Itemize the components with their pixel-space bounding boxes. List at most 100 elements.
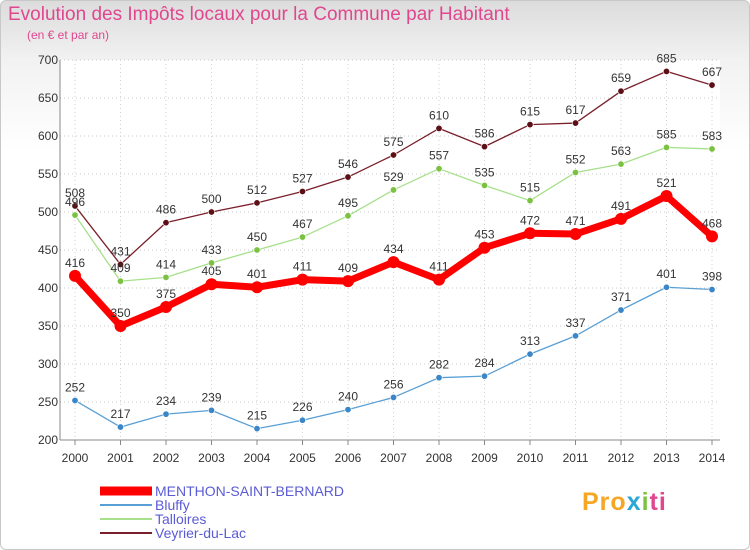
data-point-menthon-saint-bernard (569, 228, 582, 241)
data-point-veyrier-du-lac (162, 219, 170, 227)
data-point-veyrier-du-lac (71, 202, 79, 210)
data-label-veyrier-du-lac: 431 (110, 244, 130, 258)
data-label-bluffy: 226 (292, 400, 312, 414)
y-tick-label: 400 (38, 281, 58, 295)
x-tick-label: 2013 (653, 451, 680, 465)
data-label-bluffy: 284 (474, 356, 494, 370)
data-point-talloires (708, 145, 716, 153)
data-point-bluffy (117, 423, 125, 431)
data-point-talloires (253, 246, 261, 254)
data-point-menthon-saint-bernard (387, 256, 400, 269)
data-point-bluffy (571, 332, 579, 340)
data-point-bluffy (662, 283, 670, 291)
y-tick-label: 300 (38, 357, 58, 371)
data-label-menthon-saint-bernard: 521 (656, 176, 676, 190)
data-label-menthon-saint-bernard: 375 (156, 287, 176, 301)
data-label-bluffy: 398 (702, 270, 722, 284)
data-point-menthon-saint-bernard (69, 269, 81, 282)
legend-label-talloires: Talloires (155, 511, 207, 527)
data-label-talloires: 467 (292, 217, 312, 231)
legend-swatch-menthon (100, 486, 152, 496)
data-label-talloires: 515 (520, 181, 540, 195)
x-tick-label: 2005 (289, 451, 316, 465)
legend-label-veyrier: Veyrier-du-Lac (155, 525, 247, 541)
data-point-veyrier-du-lac (526, 121, 534, 129)
data-label-talloires: 529 (383, 170, 403, 184)
data-label-bluffy: 217 (110, 407, 130, 421)
data-label-menthon-saint-bernard: 468 (702, 216, 722, 230)
data-label-menthon-saint-bernard: 405 (201, 264, 221, 278)
data-label-veyrier-du-lac: 575 (383, 135, 403, 149)
data-label-menthon-saint-bernard: 453 (474, 228, 494, 242)
data-point-bluffy (253, 425, 261, 433)
data-label-veyrier-du-lac: 610 (429, 108, 449, 122)
data-label-menthon-saint-bernard: 434 (383, 242, 403, 256)
data-point-menthon-saint-bernard (433, 273, 445, 286)
data-point-bluffy (389, 393, 397, 401)
data-label-veyrier-du-lac: 667 (702, 65, 722, 79)
data-point-veyrier-du-lac (662, 67, 670, 75)
x-tick-label: 2000 (62, 451, 89, 465)
data-label-talloires: 409 (110, 261, 130, 275)
data-point-talloires (162, 273, 170, 281)
x-tick-label: 2004 (244, 451, 271, 465)
data-label-veyrier-du-lac: 586 (474, 127, 494, 141)
data-point-menthon-saint-bernard (524, 227, 536, 240)
data-label-talloires: 583 (702, 129, 722, 143)
data-label-menthon-saint-bernard: 411 (429, 260, 448, 274)
chart-subtitle: (en € et par an) (27, 28, 110, 42)
data-label-menthon-saint-bernard: 472 (520, 213, 540, 227)
data-label-veyrier-du-lac: 546 (338, 157, 358, 171)
data-point-talloires (389, 186, 397, 194)
data-label-talloires: 433 (201, 243, 221, 257)
x-tick-label: 2008 (426, 451, 453, 465)
data-label-veyrier-du-lac: 615 (520, 105, 540, 119)
x-tick-label: 2011 (563, 451, 589, 465)
data-label-talloires: 450 (247, 230, 267, 244)
data-point-talloires (298, 233, 306, 241)
plot-area (60, 60, 720, 440)
x-tick-label: 2010 (517, 451, 544, 465)
data-label-bluffy: 234 (156, 394, 176, 408)
y-tick-label: 350 (38, 319, 58, 333)
data-point-veyrier-du-lac (708, 81, 716, 89)
data-point-menthon-saint-bernard (251, 281, 263, 294)
legend-swatch-talloires (100, 518, 152, 520)
y-tick-label: 250 (38, 395, 58, 409)
chart-title: Evolution des Impôts locaux pour la Comm… (8, 4, 510, 25)
data-label-talloires: 535 (474, 165, 494, 179)
data-label-bluffy: 282 (429, 358, 449, 372)
data-label-talloires: 495 (338, 196, 358, 210)
data-point-menthon-saint-bernard (478, 241, 491, 254)
data-point-menthon-saint-bernard (615, 212, 627, 225)
legend-label-menthon: MENTHON-SAINT-BERNARD (155, 483, 345, 499)
data-label-menthon-saint-bernard: 416 (65, 256, 85, 270)
legend-label-bluffy: Bluffy (155, 497, 190, 513)
data-label-bluffy: 401 (656, 267, 676, 281)
data-point-veyrier-du-lac (480, 143, 488, 151)
data-point-talloires (344, 212, 352, 220)
data-point-bluffy (298, 416, 306, 424)
data-label-bluffy: 240 (338, 390, 358, 404)
data-point-veyrier-du-lac (389, 151, 397, 159)
data-point-veyrier-du-lac (298, 187, 306, 195)
data-point-veyrier-du-lac (435, 124, 443, 132)
data-label-bluffy: 252 (65, 380, 85, 394)
data-point-veyrier-du-lac (117, 260, 125, 268)
data-point-veyrier-du-lac (571, 119, 579, 127)
data-point-talloires (435, 165, 443, 173)
data-label-bluffy: 215 (247, 409, 267, 423)
y-tick-label: 600 (38, 129, 58, 143)
data-label-veyrier-du-lac: 685 (656, 51, 676, 65)
data-label-menthon-saint-bernard: 409 (338, 261, 358, 275)
x-tick-label: 2007 (380, 451, 407, 465)
data-point-talloires (117, 277, 125, 285)
data-label-talloires: 552 (565, 152, 585, 166)
data-point-talloires (617, 160, 625, 168)
data-label-talloires: 563 (611, 144, 631, 158)
data-point-menthon-saint-bernard (114, 320, 127, 332)
data-label-bluffy: 239 (201, 390, 221, 404)
data-label-menthon-saint-bernard: 350 (110, 306, 130, 320)
y-tick-label: 200 (38, 433, 58, 447)
data-point-talloires (208, 259, 216, 267)
